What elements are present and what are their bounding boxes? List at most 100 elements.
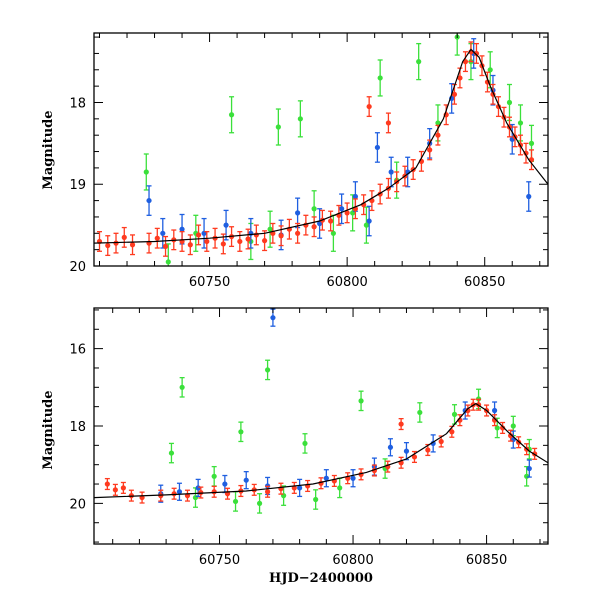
- bottom-xtick-label-1: 60800: [332, 553, 373, 568]
- panel-top: 60750 60800 60850 18 19 20 Magnitude: [41, 32, 549, 290]
- top-series1-point-12: [374, 132, 381, 163]
- bottom-series0-point-18: [331, 474, 337, 488]
- panel-bottom-frame: [93, 307, 549, 545]
- top-series0-point-11: [195, 224, 202, 246]
- bottom-series2-point-4: [358, 390, 364, 412]
- bottom-series0-point-39: [398, 417, 404, 431]
- top-series2-point-7: [297, 100, 303, 138]
- top-series0-point-5: [146, 232, 152, 254]
- bottom-series1-point-2: [176, 482, 183, 501]
- top-series1-point-1: [160, 217, 166, 249]
- top-series1-point-0: [146, 185, 152, 216]
- top-series0-point-4: [129, 234, 136, 256]
- bottom-series2-point-8: [211, 465, 217, 487]
- bottom-series0-point-9: [211, 485, 217, 498]
- top-series2-point-10: [350, 194, 356, 232]
- top-series0-point-10: [187, 234, 193, 256]
- panel-top-ylabel: Magnitude: [41, 110, 56, 189]
- bottom-series2-point-9: [232, 491, 239, 512]
- top-series0-point-30: [352, 198, 358, 220]
- bottom-series0-point-28: [457, 414, 463, 427]
- panel-bottom: 60750 60800 60850 16 18 20 Magnitude HJD−2400…: [41, 307, 549, 586]
- bottom-series2-point-13: [337, 477, 343, 499]
- bottom-series2-point-7: [192, 487, 199, 508]
- top-xtick-label-2: 60850: [464, 275, 505, 290]
- top-xtick-label-1: 60800: [326, 275, 367, 290]
- top-series0-point-46: [473, 42, 480, 64]
- top-series2-point-18: [487, 51, 493, 89]
- panel-top-marks: [94, 33, 548, 266]
- bottom-series1-point-4: [222, 474, 228, 494]
- top-series1-point-11: [366, 205, 372, 237]
- panel-bottom-ylabel: Magnitude: [41, 390, 56, 469]
- bottom-series0-point-1: [112, 483, 118, 496]
- top-series2-point-14: [416, 42, 422, 81]
- top-series0-point-57: [366, 96, 372, 118]
- bottom-series2-point-12: [313, 489, 319, 510]
- top-series2-point-3: [228, 96, 235, 134]
- top-series2-point-5: [267, 210, 273, 248]
- bottom-series1-point-8: [323, 469, 329, 488]
- bottom-series1-point-9: [350, 469, 356, 488]
- top-series0-point-32: [369, 190, 375, 212]
- bottom-ytick-label-0: 16: [69, 343, 86, 358]
- top-series0-point-9: [179, 231, 185, 252]
- bottom-series0-point-33: [491, 414, 498, 427]
- panel-top-ticks: 60750 60800 60850 18 19 20: [69, 33, 548, 290]
- top-series0-point-27: [328, 210, 334, 232]
- bottom-series0-point-21: [371, 464, 378, 477]
- top-series0-point-58: [385, 112, 392, 134]
- bottom-ytick-label-1: 18: [69, 420, 86, 435]
- top-ytick-label-2: 20: [69, 260, 86, 275]
- top-series0-point-25: [311, 216, 317, 238]
- bottom-series0-point-7: [184, 489, 191, 502]
- bottom-ytick-label-2: 20: [69, 497, 86, 512]
- top-series1-point-13: [388, 156, 394, 188]
- top-series0-point-20: [270, 222, 276, 244]
- top-model-curve: [94, 48, 548, 244]
- bottom-series1-point-11: [387, 438, 394, 457]
- top-series0-point-3: [121, 226, 127, 248]
- top-series0-point-22: [286, 218, 292, 240]
- top-series2-point-11: [363, 206, 369, 244]
- bottom-series0-point-23: [398, 456, 404, 469]
- bottom-model-curve: [94, 402, 548, 499]
- top-series1-point-20: [526, 181, 532, 212]
- top-series1-point-4: [223, 209, 229, 241]
- top-series2-point-19: [506, 83, 513, 122]
- top-series2-point-0: [143, 153, 149, 191]
- top-series0-point-29: [344, 202, 350, 224]
- bottom-series0-point-2: [120, 481, 126, 494]
- bottom-xtick-label-2: 60850: [466, 553, 507, 568]
- bottom-series0-point-25: [425, 443, 431, 457]
- bottom-series2-point-6: [168, 442, 175, 464]
- bottom-series2-point-2: [238, 421, 244, 443]
- bottom-series0-point-19: [345, 472, 351, 485]
- top-series1-point-8: [317, 208, 323, 239]
- top-series0-point-0: [96, 231, 103, 252]
- top-series0-point-24: [303, 214, 309, 236]
- bottom-series0-point-0: [104, 477, 110, 491]
- bottom-series0-point-35: [508, 429, 514, 442]
- bottom-series0-point-10: [224, 487, 231, 500]
- panel-bottom-marks: [94, 308, 548, 514]
- top-series2-point-12: [377, 59, 383, 97]
- bottom-series2-point-1: [264, 359, 271, 381]
- bottom-series2-point-15: [451, 404, 458, 425]
- bottom-series0-point-4: [139, 491, 145, 504]
- top-series2-point-6: [275, 108, 281, 146]
- top-series0-point-6: [154, 227, 160, 249]
- top-series0-point-1: [105, 235, 111, 257]
- top-series1-point-9: [339, 193, 345, 225]
- top-series0-point-18: [253, 224, 259, 246]
- bottom-series2-point-3: [302, 433, 308, 454]
- top-series1-point-14: [405, 156, 411, 188]
- top-series0-point-33: [377, 183, 383, 205]
- bottom-series2-point-10: [256, 493, 263, 514]
- bottom-series2-point-0: [179, 376, 185, 398]
- bottom-series1-point-13: [430, 434, 436, 453]
- bottom-series0-point-34: [500, 421, 506, 435]
- bottom-series0-point-15: [291, 481, 297, 494]
- top-xtick-label-0: 60750: [189, 275, 230, 290]
